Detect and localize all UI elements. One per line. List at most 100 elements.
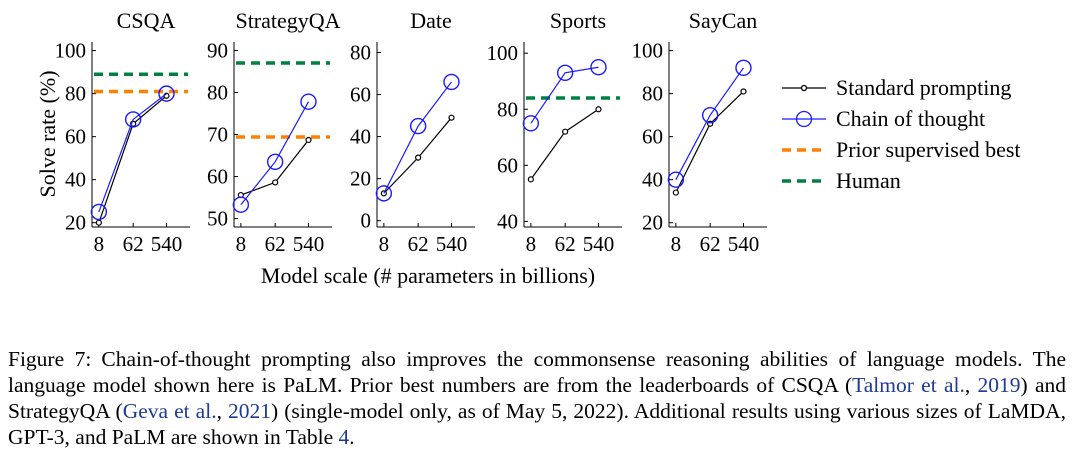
panel-0-point-cot xyxy=(158,85,175,102)
citation-geva-year[interactable]: 2021 xyxy=(228,398,271,423)
caption-text-4: . xyxy=(349,424,355,449)
panel-0-title: CSQA xyxy=(117,8,176,33)
panel-4-point-cot xyxy=(735,59,752,77)
panel-1-x-tick-label: 8 xyxy=(236,232,247,256)
panel-2-y-tick-label: 0 xyxy=(361,209,372,233)
panel-1-point-standard xyxy=(272,179,279,186)
panel-0-point-cot xyxy=(90,203,108,221)
panel-0-y-tick-label: 80 xyxy=(65,82,86,106)
panel-3-series-cot-line xyxy=(530,66,599,124)
panel-4-x-tick-label: 540 xyxy=(728,232,760,256)
caption-figure-label: Figure 7: xyxy=(8,346,92,371)
panel-3-point-standard xyxy=(562,128,569,135)
panel-4-x-tick-label: 62 xyxy=(700,232,721,256)
panel-1-y-tick-label: 70 xyxy=(207,123,228,147)
legend-standard-prompting-marker xyxy=(800,84,808,92)
panel-3-x-tick-label: 62 xyxy=(555,232,576,256)
panel-2-x-tick-label: 8 xyxy=(379,232,390,256)
panel-4-series-cot-line xyxy=(675,67,744,180)
citation-talmor-author[interactable]: Talmor et al. xyxy=(852,372,965,397)
panel-1-series-standard-line xyxy=(240,139,309,196)
table-reference-link[interactable]: 4 xyxy=(338,424,350,449)
panel-2-y-tick-label: 20 xyxy=(350,167,371,191)
citation-geva-sep: , xyxy=(216,398,228,423)
panel-0-point-cot xyxy=(124,111,142,128)
panel-3-y-tick-label: 60 xyxy=(497,153,518,177)
panel-3-y-tick-label: 40 xyxy=(497,209,518,233)
panel-4-title: SayCan xyxy=(689,8,757,33)
legend-prior-supervised-best-label: Prior supervised best xyxy=(836,137,1021,162)
panel-4-point-standard xyxy=(740,88,747,95)
panel-0-series-cot-line xyxy=(98,93,167,213)
y-axis-label: Solve rate (%) xyxy=(35,70,60,197)
legend-chain-of-thought-marker xyxy=(795,110,813,128)
citation-talmor-year[interactable]: 2019 xyxy=(977,372,1021,397)
caption-text-3: ) (single-model only, as of May 5, 2022)… xyxy=(8,398,1066,449)
panel-1-point-standard xyxy=(305,136,312,144)
panel-2-y-tick-label: 40 xyxy=(350,125,371,149)
panel-1-series-cot-line xyxy=(240,101,310,206)
panel-3-series-standard-line xyxy=(530,108,599,180)
legend-chain-of-thought-label: Chain of thought xyxy=(836,106,985,131)
panel-4-x-tick-label: 8 xyxy=(671,232,682,256)
panel-3-x-tick-label: 540 xyxy=(583,232,615,256)
panel-4-y-tick-label: 80 xyxy=(642,82,663,106)
panel-2-point-standard xyxy=(448,114,455,121)
panel-1-x-tick-label: 540 xyxy=(293,232,325,256)
panel-3-y-tick-label: 80 xyxy=(497,97,518,121)
caption-text-2: ) and StrategyQA ( xyxy=(8,372,1066,423)
panel-2-point-cot xyxy=(443,73,460,91)
panel-4-y-tick-label: 40 xyxy=(642,168,663,192)
legend-human-label: Human xyxy=(836,168,901,193)
panel-3-point-standard xyxy=(595,106,602,113)
panel-0-y-tick-label: 20 xyxy=(65,211,86,235)
panel-4-y-tick-label: 60 xyxy=(642,125,663,149)
panel-3-title: Sports xyxy=(550,8,606,33)
panel-2-x-tick-label: 62 xyxy=(408,232,429,256)
panel-4-y-tick-label: 20 xyxy=(642,211,663,235)
panel-3-point-cot xyxy=(590,59,607,76)
panel-0-y-tick-label: 100 xyxy=(55,39,87,63)
panel-0-x-tick-label: 62 xyxy=(123,232,144,256)
panel-4-point-standard xyxy=(672,189,679,196)
panel-1-point-cot xyxy=(232,196,250,213)
panel-3-y-tick-label: 100 xyxy=(487,41,519,65)
panel-4-y-tick-label: 100 xyxy=(632,39,664,63)
panel-3-x-tick-label: 8 xyxy=(526,232,537,256)
panel-1-point-cot xyxy=(300,93,317,110)
panel-2-point-cot xyxy=(375,185,393,202)
panel-1-y-tick-label: 80 xyxy=(207,80,228,104)
panel-2-y-tick-label: 80 xyxy=(350,41,371,65)
panel-2-x-tick-label: 540 xyxy=(436,232,468,256)
panel-1-y-tick-label: 50 xyxy=(207,207,228,231)
caption-text-1: Chain-of-thought prompting also improves… xyxy=(8,346,1067,397)
panel-3-point-cot xyxy=(522,115,540,132)
panel-0-series-standard-line xyxy=(98,95,167,223)
panel-1-x-tick-label: 62 xyxy=(265,232,286,256)
panel-0-point-standard xyxy=(95,219,102,226)
panel-2-series-cot-line xyxy=(383,81,452,194)
panel-2-title: Date xyxy=(410,8,452,33)
citation-talmor-sep: , xyxy=(964,372,978,397)
panel-3-point-cot xyxy=(556,64,574,82)
panel-2-y-tick-label: 60 xyxy=(350,83,371,107)
panel-0-y-tick-label: 40 xyxy=(65,168,86,192)
panel-2-point-standard xyxy=(415,154,422,161)
figure-caption: Figure 7: Chain-of-thought prompting also… xyxy=(8,346,1066,450)
panel-4-point-cot xyxy=(701,106,719,124)
panel-0-x-tick-label: 8 xyxy=(94,232,105,256)
panel-1-point-cot xyxy=(266,153,284,171)
panel-4-point-cot xyxy=(667,171,685,188)
x-axis-label: Model scale (# parameters in billions) xyxy=(261,263,595,288)
panel-2-point-cot xyxy=(409,117,427,135)
panel-4-series-standard-line xyxy=(675,91,744,193)
panel-1-y-tick-label: 60 xyxy=(207,165,228,189)
panel-1-y-tick-label: 90 xyxy=(207,38,228,62)
panel-3-point-standard xyxy=(527,176,534,183)
panel-1-title: StrategyQA xyxy=(235,8,340,33)
citation-geva-author[interactable]: Geva et al. xyxy=(122,398,217,423)
panel-0-y-tick-label: 60 xyxy=(65,125,86,149)
panel-0-x-tick-label: 540 xyxy=(151,232,183,256)
legend-standard-prompting-label: Standard prompting xyxy=(836,75,1011,100)
